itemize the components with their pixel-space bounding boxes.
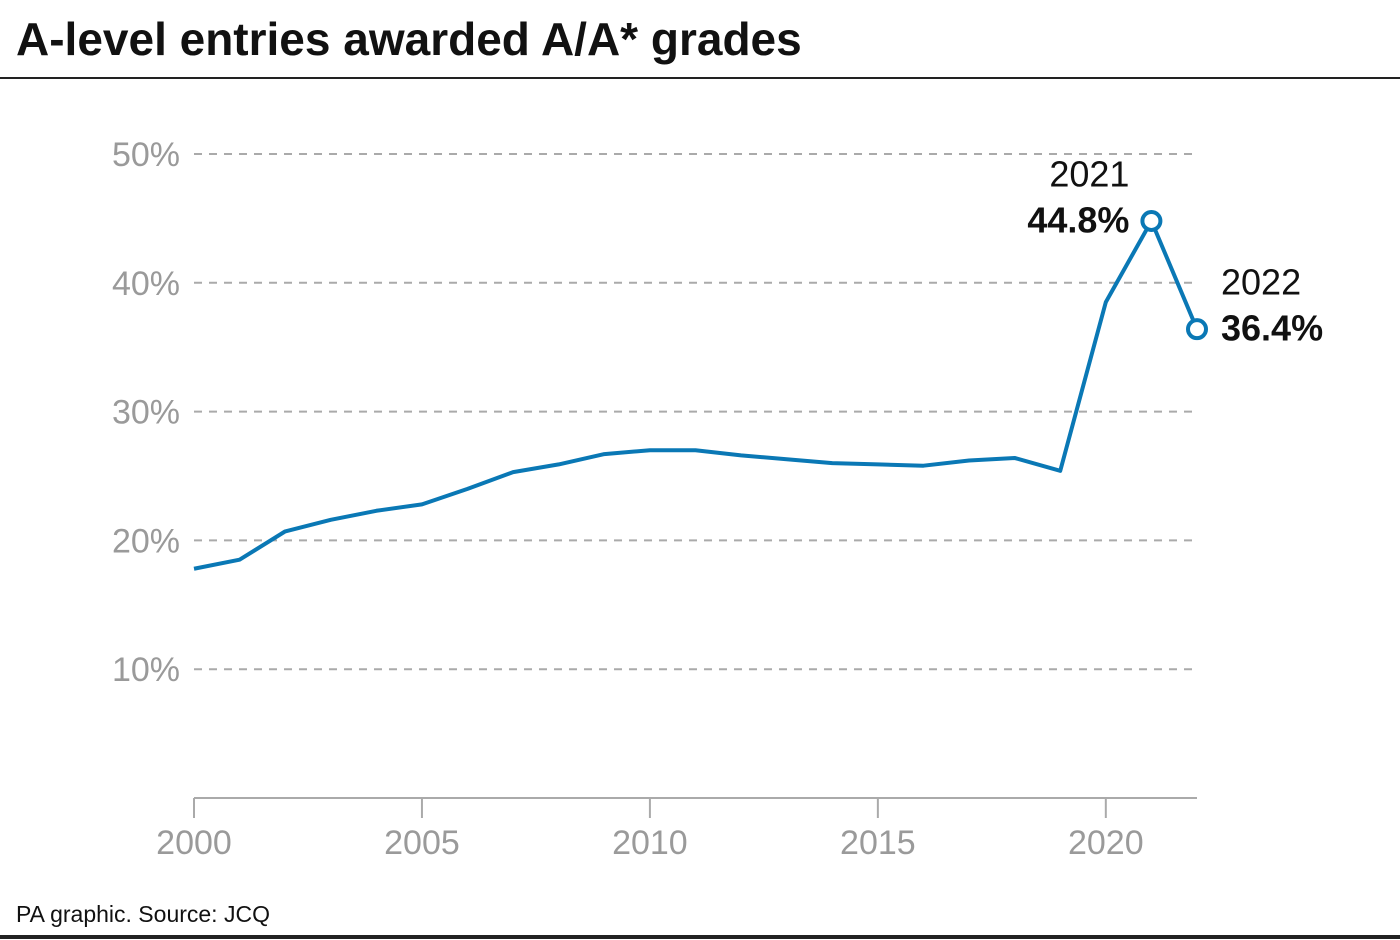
y-tick-label: 10%: [112, 651, 180, 689]
y-tick-label: 50%: [112, 136, 180, 174]
chart-title: A-level entries awarded A/A* grades: [16, 13, 802, 65]
y-tick-label: 20%: [112, 522, 180, 560]
value-label: 36.4%: [1221, 308, 1323, 349]
x-tick-label: 2020: [1068, 824, 1144, 862]
point-marker: [1186, 318, 1208, 341]
point-marker: [1140, 209, 1163, 232]
value-label: 44.8%: [1027, 199, 1129, 240]
annotation-year: 2022: [1221, 262, 1301, 303]
x-tick-label: 2005: [384, 824, 460, 862]
x-tick-label: 2000: [156, 824, 232, 862]
source-note: PA graphic. Source: JCQ: [16, 901, 270, 927]
annotation-year: 2021: [1049, 153, 1129, 194]
y-tick-label: 30%: [112, 394, 180, 432]
data-line: [193, 218, 1199, 571]
y-tick-label: 40%: [112, 265, 180, 303]
x-tick-label: 2010: [612, 824, 688, 862]
x-tick-label: 2015: [840, 824, 916, 862]
